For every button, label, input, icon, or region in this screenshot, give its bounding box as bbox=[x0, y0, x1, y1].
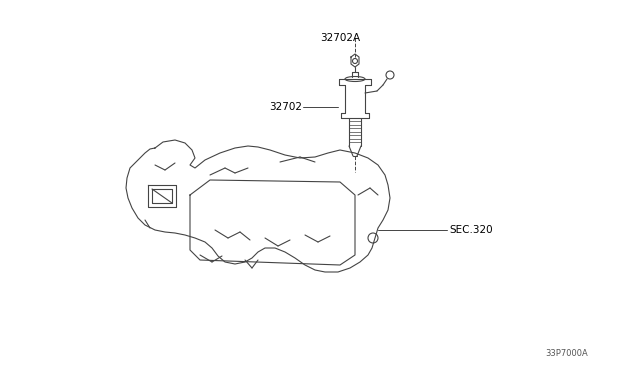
Ellipse shape bbox=[345, 77, 365, 81]
Text: SEC.320: SEC.320 bbox=[449, 225, 493, 235]
Text: 32702A: 32702A bbox=[320, 33, 360, 43]
Text: 33P7000A: 33P7000A bbox=[545, 349, 588, 358]
Text: 32702: 32702 bbox=[269, 102, 302, 112]
